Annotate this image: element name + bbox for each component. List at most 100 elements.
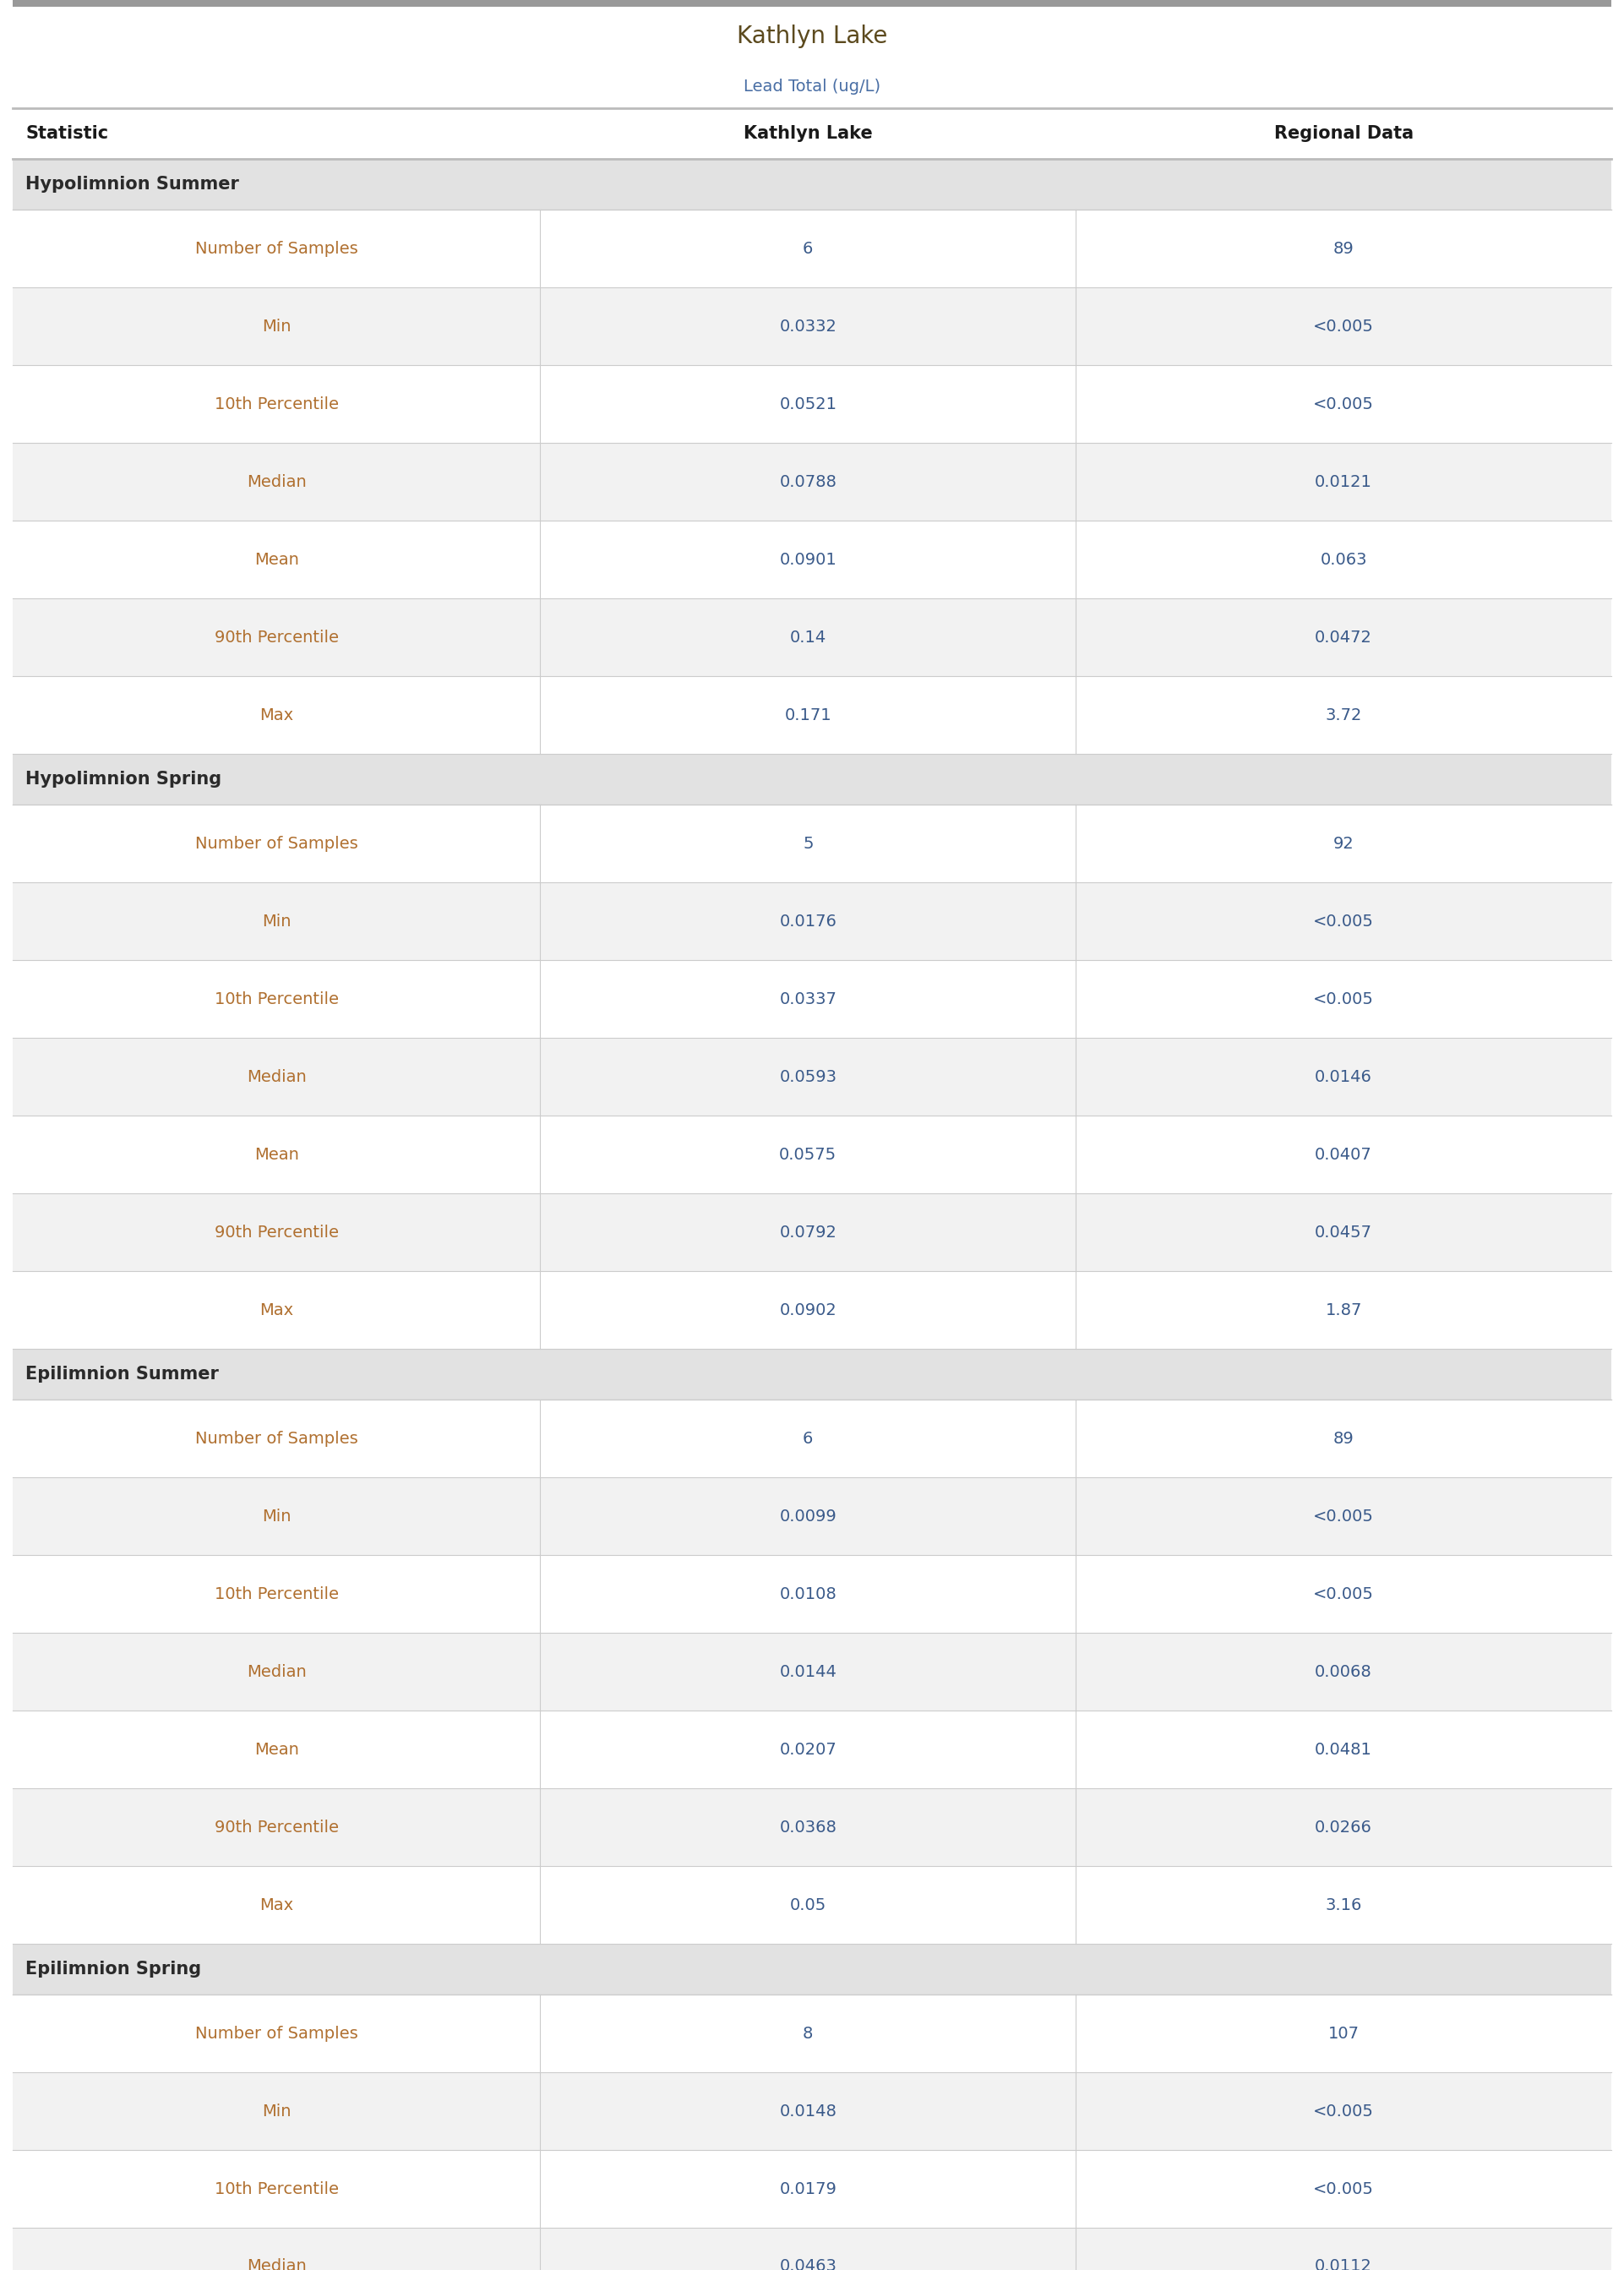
Text: 0.0575: 0.0575 (780, 1146, 836, 1162)
Text: <0.005: <0.005 (1314, 395, 1374, 411)
Text: 8: 8 (802, 2025, 814, 2041)
Bar (13, 883, 541, 960)
Bar (13, 1789, 541, 1866)
Bar (13, 109, 1611, 159)
Bar (13, 288, 541, 365)
Bar (541, 1866, 1075, 1943)
Text: 107: 107 (1328, 2025, 1359, 2041)
Bar (13, 209, 541, 288)
Text: Hypolimnion Spring: Hypolimnion Spring (26, 772, 222, 788)
Text: Median: Median (247, 2259, 307, 2270)
Text: 0.0146: 0.0146 (1315, 1069, 1372, 1085)
Bar (13, 754, 1611, 804)
Text: 0.0481: 0.0481 (1315, 1741, 1372, 1757)
Text: <0.005: <0.005 (1314, 318, 1374, 334)
Bar (541, 2150, 1075, 2227)
Bar (1075, 1632, 1611, 1712)
Bar (1075, 2227, 1611, 2270)
Bar (541, 1401, 1075, 1478)
Text: Kathlyn Lake: Kathlyn Lake (744, 125, 872, 143)
Bar (541, 288, 1075, 365)
Bar (541, 2073, 1075, 2150)
Bar (13, 1194, 541, 1271)
Bar (13, 1401, 541, 1478)
Bar (1075, 1194, 1611, 1271)
Bar (13, 1348, 1611, 1401)
Text: 90th Percentile: 90th Percentile (214, 1818, 338, 1834)
Text: 0.0593: 0.0593 (780, 1069, 836, 1085)
Text: <0.005: <0.005 (1314, 913, 1374, 928)
Bar (1075, 599, 1611, 676)
Bar (541, 1037, 1075, 1115)
Bar (13, 2227, 541, 2270)
Text: Mean: Mean (253, 552, 299, 568)
Text: 0.0121: 0.0121 (1315, 474, 1372, 490)
Text: 0.0207: 0.0207 (780, 1741, 836, 1757)
Text: Min: Min (261, 318, 291, 334)
Text: Lead Total (ug/L): Lead Total (ug/L) (744, 79, 880, 95)
Text: 0.063: 0.063 (1320, 552, 1367, 568)
Text: Mean: Mean (253, 1146, 299, 1162)
Bar (13, 1115, 541, 1194)
Text: 0.0901: 0.0901 (780, 552, 836, 568)
Bar (541, 960, 1075, 1037)
Text: Max: Max (260, 1898, 294, 1914)
Text: Number of Samples: Number of Samples (195, 241, 357, 257)
Text: Hypolimnion Summer: Hypolimnion Summer (26, 175, 239, 193)
Text: Number of Samples: Number of Samples (195, 2025, 357, 2041)
Text: 0.0463: 0.0463 (780, 2259, 836, 2270)
Text: Regional Data: Regional Data (1273, 125, 1413, 143)
Bar (541, 443, 1075, 520)
Bar (541, 1194, 1075, 1271)
Bar (541, 1115, 1075, 1194)
Bar (1075, 1789, 1611, 1866)
Text: Max: Max (260, 1303, 294, 1319)
Text: 0.0407: 0.0407 (1315, 1146, 1372, 1162)
Bar (13, 599, 541, 676)
Text: 0.0788: 0.0788 (780, 474, 836, 490)
Text: 10th Percentile: 10th Percentile (214, 395, 338, 411)
Bar (541, 209, 1075, 288)
Text: Number of Samples: Number of Samples (195, 835, 357, 851)
Text: 92: 92 (1333, 835, 1354, 851)
Bar (541, 676, 1075, 754)
Bar (13, 676, 541, 754)
Bar (13, 159, 1611, 209)
Text: 0.0521: 0.0521 (780, 395, 836, 411)
Bar (1075, 1555, 1611, 1632)
Bar (1075, 288, 1611, 365)
Bar (13, 960, 541, 1037)
Text: 0.0266: 0.0266 (1315, 1818, 1372, 1834)
Text: 89: 89 (1333, 241, 1354, 257)
Bar (13, 443, 541, 520)
Text: Max: Max (260, 706, 294, 724)
Text: 5: 5 (802, 835, 814, 851)
Text: 89: 89 (1333, 1430, 1354, 1446)
Text: 1.87: 1.87 (1325, 1303, 1363, 1319)
Bar (13, 804, 541, 883)
Bar (1075, 676, 1611, 754)
Text: 0.0332: 0.0332 (780, 318, 836, 334)
Bar (13, 365, 541, 443)
Text: Median: Median (247, 1664, 307, 1680)
Bar (1075, 960, 1611, 1037)
Text: <0.005: <0.005 (1314, 1507, 1374, 1523)
Bar (13, 1866, 541, 1943)
Text: 90th Percentile: 90th Percentile (214, 629, 338, 645)
Bar (13, 1555, 541, 1632)
Text: 90th Percentile: 90th Percentile (214, 1224, 338, 1239)
Text: Mean: Mean (253, 1741, 299, 1757)
Bar (541, 883, 1075, 960)
Bar (1075, 1271, 1611, 1348)
Bar (1075, 443, 1611, 520)
Bar (13, 1271, 541, 1348)
Text: 0.0472: 0.0472 (1315, 629, 1372, 645)
Bar (13, 1478, 541, 1555)
Text: 0.0148: 0.0148 (780, 2102, 836, 2120)
Text: <0.005: <0.005 (1314, 2102, 1374, 2120)
Text: 0.0368: 0.0368 (780, 1818, 836, 1834)
Bar (1075, 804, 1611, 883)
Bar (1075, 1037, 1611, 1115)
Bar (13, 2073, 541, 2150)
Text: Min: Min (261, 1507, 291, 1523)
